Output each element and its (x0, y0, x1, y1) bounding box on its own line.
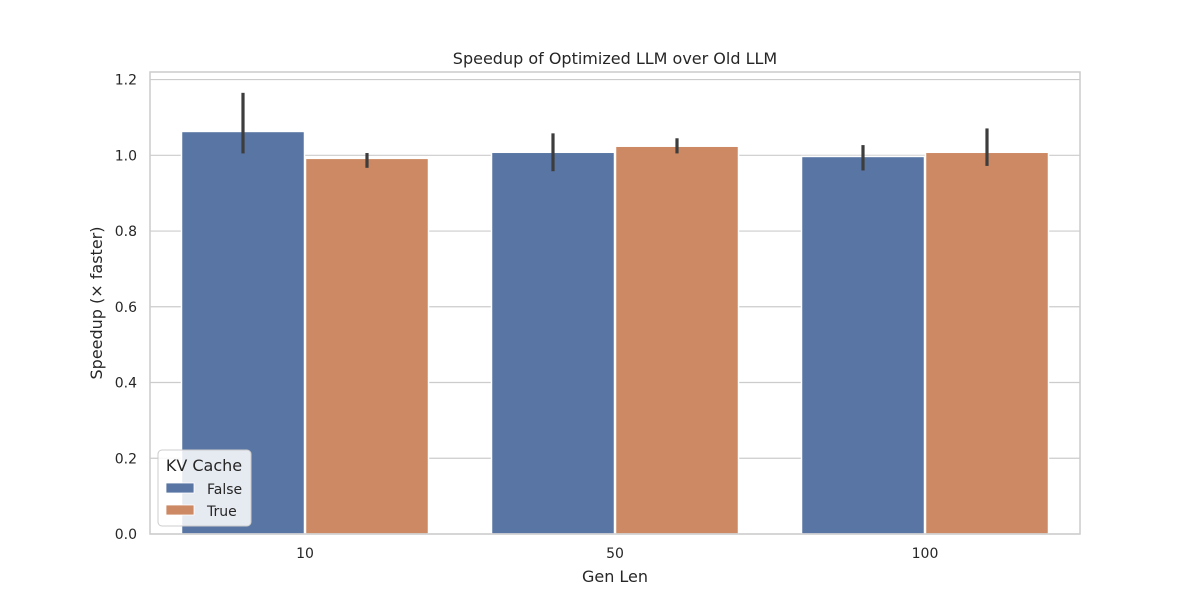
bar-true-100 (924, 151, 1050, 535)
y-tick-label: 0.8 (115, 224, 137, 240)
y-axis-label: Speedup (× faster) (87, 227, 106, 380)
plot-frame (149, 71, 1081, 535)
error-bars (241, 92, 989, 172)
bar-true-50 (614, 145, 740, 535)
legend-label-true: True (206, 504, 237, 520)
legend-label-false: False (207, 482, 242, 498)
x-tick-labels: 10 50 100 (296, 546, 938, 562)
y-tick-label: 1.0 (115, 148, 137, 164)
y-tick-label: 0.4 (115, 376, 137, 392)
x-tick-label: 50 (606, 546, 624, 562)
x-tick-label: 10 (296, 546, 314, 562)
y-tick-label: 0.2 (115, 451, 137, 467)
legend-swatch-true (165, 504, 195, 516)
chart-title: Speedup of Optimized LLM over Old LLM (453, 49, 777, 68)
x-axis-label: Gen Len (582, 567, 648, 586)
legend: KV Cache False True (157, 449, 252, 527)
bar-false-50 (490, 151, 616, 535)
bars (180, 130, 1050, 535)
y-tick-label: 0.0 (115, 527, 137, 543)
bar-true-10 (304, 157, 430, 535)
legend-swatch-false (165, 482, 195, 494)
x-tick-label: 100 (912, 546, 939, 562)
y-tick-labels: 0.0 0.2 0.4 0.6 0.8 1.0 1.2 (115, 73, 137, 543)
y-tick-label: 0.6 (115, 300, 137, 316)
bar-false-100 (800, 155, 926, 535)
legend-title: KV Cache (166, 456, 242, 475)
y-tick-label: 1.2 (115, 73, 137, 89)
